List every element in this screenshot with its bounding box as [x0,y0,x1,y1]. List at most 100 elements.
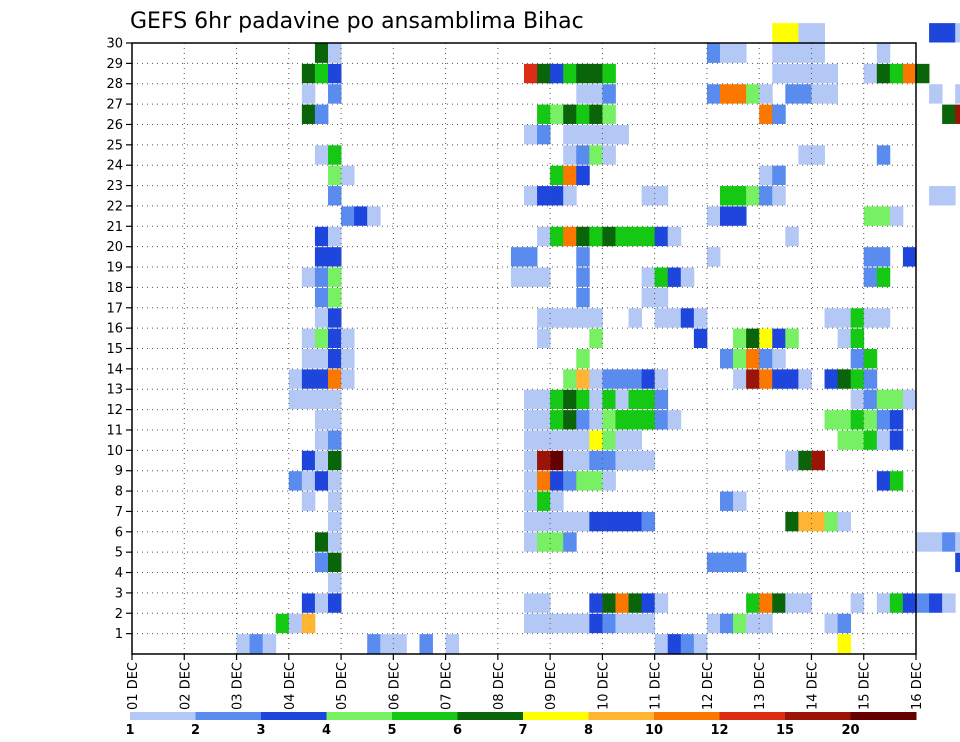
heatmap-cell [746,186,760,206]
heatmap-cell [654,369,669,389]
heatmap-cell [654,267,669,287]
heatmap-cell [589,511,603,532]
heatmap-cell [929,186,943,206]
heatmap-cell [733,491,747,511]
heatmap-cell [837,308,852,328]
heatmap-cell [576,389,590,410]
x-tick-label: 12 DEC [701,662,716,710]
heatmap-cell [550,308,564,328]
y-tick-label: 9 [115,464,123,479]
colorbar-tick-label: 10 [645,723,663,738]
heatmap-cell [563,308,577,328]
heatmap-cell [746,328,760,348]
heatmap-cell [837,613,852,634]
heatmap-cell [785,328,799,348]
heatmap-cell [341,369,355,389]
y-tick-label: 10 [106,444,123,459]
heatmap-cell [824,84,838,104]
y-tick-label: 30 [106,37,123,52]
heatmap-cell [837,410,852,430]
heatmap-cell [328,165,342,186]
heatmap-cell [824,63,838,84]
colorbar-tick-label: 15 [776,723,794,738]
heatmap-cell [550,430,564,450]
y-tick-label: 12 [106,403,123,418]
y-tick-label: 29 [106,57,123,72]
heatmap-cell [916,63,930,84]
heatmap-cell [746,369,760,389]
heatmap-cell [537,450,551,471]
heatmap-cell [811,511,825,532]
heatmap-cell [733,613,747,634]
heatmap-cell [746,613,760,634]
heatmap-cell [301,267,316,287]
heatmap-cell [602,124,616,145]
heatmap-cell [328,328,342,348]
heatmap-cell [628,389,642,410]
heatmap-cell [876,389,891,410]
heatmap-cell [328,43,342,63]
heatmap-cell [328,63,342,84]
heatmap-cell [615,450,629,471]
x-tick-label: 05 DEC [335,662,350,710]
heatmap-cell [837,634,852,654]
colorbar-tick-label: 3 [256,723,265,738]
heatmap-cell [628,613,642,634]
heatmap-cell [537,613,551,634]
chart-title: GEFS 6hr padavine po ansamblima Bihac [130,9,584,34]
heatmap-cell [328,226,342,247]
heatmap-cell [667,634,682,654]
heatmap-cell [785,450,799,471]
colorbar-tick-label: 2 [191,723,200,738]
heatmap-cell [537,267,551,287]
heatmap-cell [563,450,577,471]
heatmap-cell [288,613,303,634]
heatmap-cell [850,389,865,410]
heatmap-cell [876,145,891,165]
heatmap-cell [706,43,721,63]
heatmap-cell [850,328,865,348]
heatmap-cell [563,471,577,491]
heatmap-cell [445,634,460,654]
heatmap-cell [942,23,956,43]
heatmap-cell [602,104,616,124]
heatmap-cell [942,104,956,124]
heatmap-cell [537,471,551,491]
heatmap-cell [602,226,616,247]
heatmap-cell [328,573,342,593]
heatmap-cell [288,389,303,410]
heatmap-cell [615,511,629,532]
heatmap-cell [863,63,878,84]
heatmap-cell [772,43,786,63]
heatmap-cell [641,186,656,206]
x-tick-label: 02 DEC [178,662,193,710]
heatmap-cell [576,104,590,124]
heatmap-cell [537,532,551,552]
heatmap-cell [654,593,669,613]
heatmap-cell [876,471,891,491]
heatmap-cell [889,471,904,491]
heatmap-cell [419,634,433,654]
heatmap-cell [602,471,616,491]
heatmap-cell [615,369,629,389]
heatmap-cell [301,593,316,613]
heatmap-cell [863,389,878,410]
heatmap-cell [550,491,564,511]
colorbar-swatch [785,712,851,720]
heatmap-cell [301,369,316,389]
heatmap-cell [314,308,329,328]
y-tick-label: 24 [106,159,123,174]
heatmap-cell [628,593,642,613]
heatmap-cell [876,267,891,287]
heatmap-cell [328,410,342,430]
heatmap-cell [589,471,603,491]
y-tick-label: 7 [115,505,123,520]
heatmap-cell [798,511,812,532]
heatmap-cell [367,206,381,226]
colorbar-swatch [130,712,196,720]
heatmap-cell [563,511,577,532]
heatmap-cell [615,430,629,450]
heatmap-cell [876,430,891,450]
heatmap-cell [772,104,786,124]
x-axis-ticks: 01 DEC 02 DEC 03 DEC 04 DEC 05 DEC 06 DEC 07 D… [126,654,925,710]
